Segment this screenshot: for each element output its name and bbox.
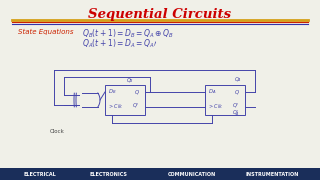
Text: ELECTRONICS: ELECTRONICS — [89, 172, 127, 177]
Text: $Q_A$: $Q_A$ — [234, 76, 242, 84]
Text: $Q_B$: $Q_B$ — [126, 77, 134, 85]
Text: INSTRUMENTATION: INSTRUMENTATION — [245, 172, 299, 177]
Text: Sequential Circuits: Sequential Circuits — [88, 8, 232, 21]
Text: $>Clk$: $>Clk$ — [208, 102, 224, 110]
Text: ELECTRICAL: ELECTRICAL — [24, 172, 56, 177]
Text: State Equations: State Equations — [18, 29, 74, 35]
Text: $Q'$: $Q'$ — [232, 102, 239, 110]
Text: $Q_B(t+1) = D_B = Q_A \oplus Q_B$: $Q_B(t+1) = D_B = Q_A \oplus Q_B$ — [82, 28, 174, 40]
Text: $Q$: $Q$ — [234, 88, 240, 96]
Text: Clock: Clock — [50, 129, 65, 134]
Text: $Q_A'$: $Q_A'$ — [232, 108, 240, 118]
Text: $>Clk$: $>Clk$ — [108, 102, 124, 110]
Text: $Q$: $Q$ — [134, 88, 140, 96]
Text: $D_A$: $D_A$ — [208, 87, 216, 96]
Text: $Q'$: $Q'$ — [132, 102, 140, 110]
Text: $D_B$: $D_B$ — [108, 87, 116, 96]
Bar — [0, 168, 320, 180]
Bar — [105, 85, 145, 115]
Bar — [205, 85, 245, 115]
Text: COMMUNICATION: COMMUNICATION — [168, 172, 216, 177]
Text: $Q_A(t+1) = D_A = Q_A\prime$: $Q_A(t+1) = D_A = Q_A\prime$ — [82, 38, 157, 51]
